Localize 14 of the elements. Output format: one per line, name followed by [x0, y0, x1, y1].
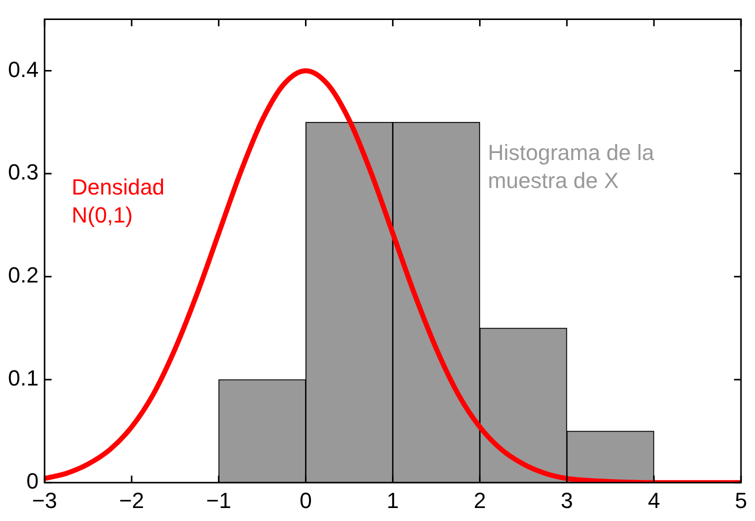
x-tick-label: −2	[119, 488, 144, 513]
x-tick-label: −1	[206, 488, 232, 513]
x-tick-label: 0	[300, 488, 312, 513]
x-tick-label: 4	[648, 488, 660, 513]
y-tick-label: 0.4	[8, 56, 39, 82]
x-tick-label: 3	[560, 488, 574, 513]
y-tick-label: 0.1	[8, 366, 39, 391]
text: Densidad N(0,1)	[72, 174, 165, 228]
x-tick-label: 1	[386, 488, 399, 513]
y-tick-label: 0.2	[8, 262, 39, 288]
y-tick-label: 0.3	[8, 160, 39, 185]
x-tick-label: 5	[734, 488, 748, 513]
series-label: Histograma de la muestra de X	[488, 140, 655, 194]
x-tick-label: 2	[474, 488, 486, 513]
